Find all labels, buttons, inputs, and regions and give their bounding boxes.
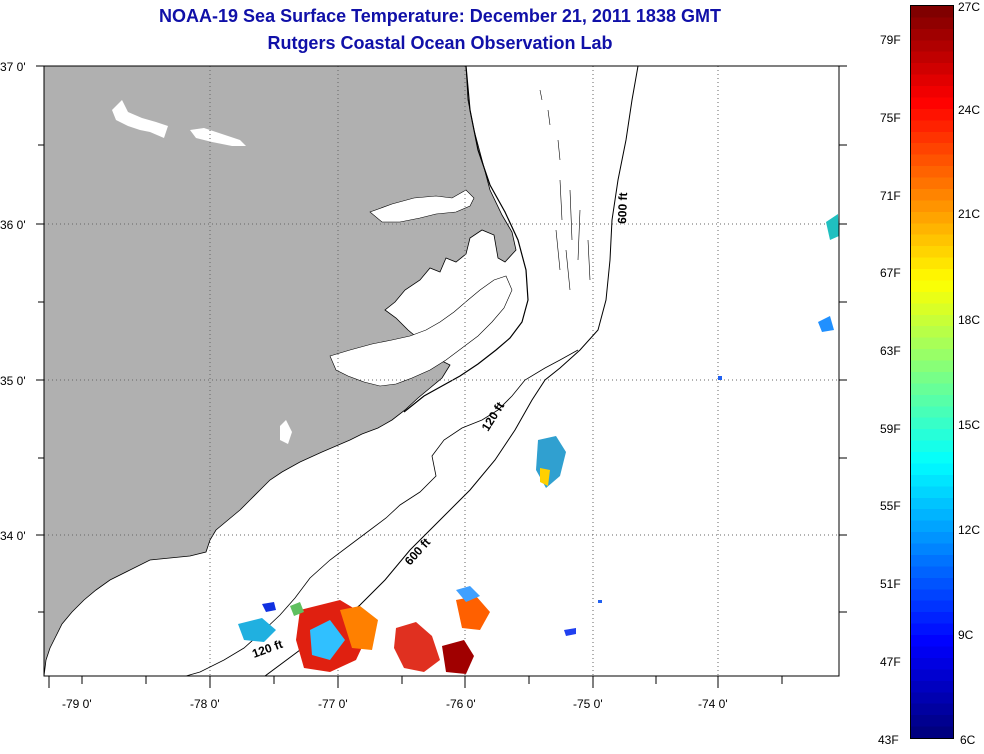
colorbar-label-27c: 27C bbox=[958, 0, 981, 14]
lon-label-77: -77 0' bbox=[318, 697, 348, 711]
colorbar-label-55f: 55F bbox=[880, 499, 901, 513]
colorbar-label-18c: 18C bbox=[958, 313, 981, 327]
colorbar-label-21c: 21C bbox=[958, 207, 981, 221]
outer-banks-barrier bbox=[403, 66, 529, 413]
lat-label-37: 37 0' bbox=[0, 60, 26, 74]
pamlico-sound bbox=[329, 275, 513, 387]
colorbar-label-9c: 9C bbox=[958, 628, 974, 642]
graticule bbox=[44, 66, 839, 676]
colorbar-label-43f: 43F bbox=[878, 733, 899, 747]
colorbar-label-75f: 75F bbox=[880, 111, 901, 125]
lat-label-35: 35 0' bbox=[0, 374, 26, 388]
contour-label-600ft-north: 600 ft bbox=[615, 192, 630, 224]
axis-ticks bbox=[36, 65, 847, 688]
colorbar-label-67f: 67F bbox=[880, 266, 901, 280]
colorbar-label-51f: 51F bbox=[880, 577, 901, 591]
lon-label-75: -75 0' bbox=[573, 697, 603, 711]
colorbar-label-47f: 47F bbox=[880, 655, 901, 669]
colorbar-label-6c: 6C bbox=[960, 733, 976, 747]
map-frame bbox=[43, 65, 840, 677]
estuary-river bbox=[280, 420, 292, 444]
albemarle-sound bbox=[369, 189, 475, 223]
temperature-colorbar bbox=[910, 5, 954, 739]
inland-lake-1 bbox=[112, 100, 168, 138]
colorbar-label-71f: 71F bbox=[880, 189, 901, 203]
lat-label-34: 34 0' bbox=[0, 529, 26, 543]
isobath-600ft bbox=[264, 66, 639, 676]
colorbar-label-59f: 59F bbox=[880, 422, 901, 436]
colorbar-label-12c: 12C bbox=[958, 523, 981, 537]
lon-label-74: -74 0' bbox=[698, 697, 728, 711]
colorbar-label-24c: 24C bbox=[958, 103, 981, 117]
colorbar-label-79f: 79F bbox=[880, 33, 901, 47]
lon-label-78: -78 0' bbox=[190, 697, 220, 711]
colorbar-label-15c: 15C bbox=[958, 418, 981, 432]
lat-label-36: 36 0' bbox=[0, 218, 26, 232]
shoal-marks bbox=[539, 89, 591, 291]
map-title: NOAA-19 Sea Surface Temperature: Decembe… bbox=[159, 6, 721, 26]
sst-data-patches bbox=[238, 214, 839, 674]
lon-label-79: -79 0' bbox=[62, 697, 92, 711]
lon-label-76: -76 0' bbox=[446, 697, 476, 711]
colorbar-label-63f: 63F bbox=[880, 344, 901, 358]
map-subtitle: Rutgers Coastal Ocean Observation Lab bbox=[267, 33, 613, 53]
inland-lake-2 bbox=[190, 128, 246, 146]
